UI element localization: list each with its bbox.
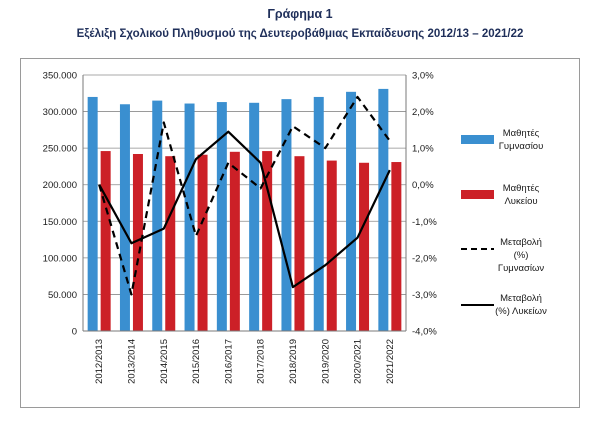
x-category-label: 2020/2021: [353, 339, 364, 384]
bar-gymnasio: [119, 104, 130, 331]
right-axis-tick-label: -1,0%: [412, 217, 437, 228]
bar-gymnasio: [378, 88, 389, 331]
bar-gymnasio: [216, 102, 227, 331]
bar-gymnasio: [87, 96, 98, 331]
bar-lykeio: [391, 162, 402, 331]
legend-label: Γυμνασίου: [499, 141, 544, 152]
x-category-label: 2018/2019: [288, 339, 299, 384]
bar-gymnasio: [184, 103, 195, 331]
x-category-label: 2015/2016: [191, 339, 202, 384]
x-category-label: 2014/2015: [159, 339, 170, 384]
bar-gymnasio: [249, 102, 260, 331]
bar-lykeio: [197, 154, 208, 331]
legend-label: Μεταβολή: [500, 237, 542, 248]
left-axis-tick-label: 350.000: [43, 71, 77, 82]
bar-gymnasio: [346, 91, 357, 331]
legend-label: Λυκείου: [504, 196, 537, 207]
left-axis-tick-label: 0: [72, 327, 77, 338]
x-category-label: 2012/2013: [94, 339, 105, 384]
right-axis-tick-label: 3,0%: [412, 71, 434, 82]
chart-frame: 0 50.000 100.000 150.000 200.000 250.000 300.0…: [20, 58, 580, 408]
x-category-label: 2021/2022: [385, 339, 396, 384]
left-axis-tick-label: 150.000: [43, 217, 77, 228]
bar-lykeio: [165, 156, 176, 331]
bar-lykeio: [262, 151, 273, 331]
x-category-label: 2019/2020: [320, 339, 331, 384]
figure-title: Εξέλιξη Σχολικού Πληθυσμού της Δευτεροβά…: [76, 28, 524, 40]
bar-lykeio: [229, 151, 240, 331]
x-category-label: 2013/2014: [126, 339, 137, 384]
x-category-label: 2016/2017: [223, 339, 234, 384]
bar-gymnasio: [152, 100, 163, 331]
legend-label: Γυμνασίων: [498, 263, 545, 274]
legend-label: (%): [514, 250, 529, 261]
combo-chart: 0 50.000 100.000 150.000 200.000 250.000 300.0…: [43, 71, 547, 384]
legend-label: (%) Λυκείων: [495, 306, 547, 317]
bar-gymnasio: [313, 96, 324, 331]
left-axis-tick-label: 250.000: [43, 144, 77, 155]
figure-label: Γράφημα 1: [267, 7, 333, 21]
left-axis-tick-label: 50.000: [48, 290, 77, 301]
bar-lykeio: [359, 162, 370, 331]
bar-lykeio: [100, 151, 111, 331]
legend-label: Μαθητές: [503, 128, 540, 139]
legend-label: Μαθητές: [503, 183, 540, 194]
right-axis-tick-label: -2,0%: [412, 253, 437, 264]
right-axis-tick-label: 0,0%: [412, 180, 434, 191]
right-axis-tick-label: -4,0%: [412, 327, 437, 338]
legend-label: Μεταβολή: [500, 293, 542, 304]
right-axis-tick-label: 1,0%: [412, 144, 434, 155]
right-axis-tick-label: 2,0%: [412, 107, 434, 118]
left-axis-tick-label: 100.000: [43, 253, 77, 264]
bar-lykeio: [294, 156, 305, 331]
legend-swatch-bar-red: [461, 190, 494, 199]
left-axis-tick-label: 200.000: [43, 180, 77, 191]
left-axis-tick-label: 300.000: [43, 107, 77, 118]
line-change-lykeia: [98, 130, 391, 289]
x-category-label: 2017/2018: [256, 339, 267, 384]
bar-lykeio: [326, 160, 337, 331]
bar-lykeio: [132, 153, 143, 331]
bar-gymnasio: [281, 99, 292, 331]
right-axis-tick-label: -3,0%: [412, 290, 437, 301]
line-change-gymnasia: [98, 95, 391, 296]
legend-swatch-bar-blue: [461, 135, 494, 144]
